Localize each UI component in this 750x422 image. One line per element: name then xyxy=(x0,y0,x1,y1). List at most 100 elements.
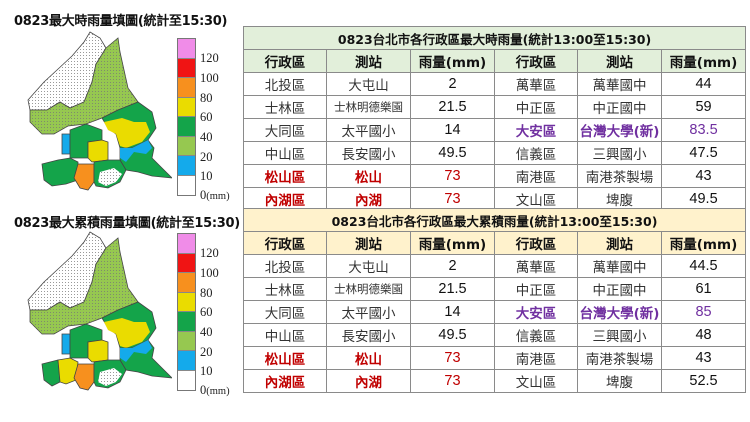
legend-tick: 120 xyxy=(200,51,219,65)
station-cell: 埤腹 xyxy=(577,187,662,211)
district-cell-highlight-max: 大安區 xyxy=(494,300,578,324)
district-cell: 南港區 xyxy=(494,346,578,370)
column-header-station: 測站 xyxy=(326,49,411,73)
legend-tick-zero: 0(mm) xyxy=(200,189,230,203)
rainfall-cell: 2 xyxy=(410,254,495,278)
table-row: 北投區 大屯山 2 萬華區 萬華國中 44 xyxy=(243,72,747,96)
rainfall-cell: 59 xyxy=(660,95,747,119)
rainfall-cell-highlight: 73 xyxy=(410,369,495,393)
legend-swatch-60 xyxy=(178,97,195,117)
legend-tick: 60 xyxy=(200,305,213,319)
legend-swatch-80 xyxy=(178,78,195,98)
rainfall-cell: 49.5 xyxy=(660,187,747,211)
legend-tick: 10 xyxy=(200,169,213,183)
district-cell: 大同區 xyxy=(243,300,327,324)
legend-tick-zero: 0(mm) xyxy=(200,384,230,398)
legend-tick: 20 xyxy=(200,150,213,164)
district-cell: 萬華區 xyxy=(494,72,578,96)
station-cell: 太平國小 xyxy=(326,118,411,142)
legend-swatch-20 xyxy=(178,331,195,351)
station-cell-highlight: 松山 xyxy=(326,346,411,370)
legend-tick: 80 xyxy=(200,91,213,105)
legend-swatch-20 xyxy=(178,136,195,156)
legend-unit: (mm) xyxy=(206,386,230,397)
table-row: 中山區 長安國小 49.5 信義區 三興國小 47.5 xyxy=(243,141,747,165)
table-row: 大同區 太平國小 14 大安區 台灣大學(新) 83.5 xyxy=(243,118,747,142)
station-cell: 三興國小 xyxy=(577,141,662,165)
rainfall-cell: 21.5 xyxy=(410,95,495,119)
district-cell: 信義區 xyxy=(494,141,578,165)
station-cell: 長安國小 xyxy=(326,323,411,347)
legend-swatch-10 xyxy=(178,351,195,371)
table-row: 松山區 松山 73 南港區 南港茶製場 43 xyxy=(243,346,747,370)
legend-tick-value: 0 xyxy=(200,188,207,202)
rainfall-cell: 14 xyxy=(410,118,495,142)
district-cell: 北投區 xyxy=(243,72,327,96)
district-cell-highlight: 內湖區 xyxy=(243,369,327,393)
table-row: 士林區 士林明德樂園 21.5 中正區 中正國中 61 xyxy=(243,277,747,301)
legend-swatch-40 xyxy=(178,117,195,137)
station-cell: 南港茶製場 xyxy=(577,164,662,188)
legend-color-bar xyxy=(177,38,196,196)
table-title: 0823台北市各行政區最大時雨量(統計13:00至15:30) xyxy=(242,26,747,50)
accumulated-map-legend: 120 100 80 60 40 20 10 0(mm) xyxy=(177,233,237,398)
district-cell-highlight: 松山區 xyxy=(243,346,327,370)
rainfall-cell: 49.5 xyxy=(410,141,495,165)
table-title: 0823台北市各行政區最大累積雨量(統計13:00至15:30) xyxy=(242,208,747,232)
legend-tick: 20 xyxy=(200,345,213,359)
district-cell: 中正區 xyxy=(494,95,578,119)
district-cell: 中山區 xyxy=(243,141,327,165)
column-header-rainfall: 雨量(mm) xyxy=(660,231,747,255)
legend-tick: 80 xyxy=(200,286,213,300)
legend-color-bar xyxy=(177,233,196,391)
legend-swatch-60 xyxy=(178,292,195,312)
accumulated-rainfall-map xyxy=(22,230,172,395)
hourly-map-title: 0823最大時雨量填圖(統計至15:30) xyxy=(14,14,228,29)
table-row: 北投區 大屯山 2 萬華區 萬華國中 44.5 xyxy=(243,254,747,278)
legend-tick-value: 0 xyxy=(200,383,207,397)
station-cell: 埤腹 xyxy=(577,369,662,393)
taipei-district-map xyxy=(27,231,172,391)
station-cell: 中正國中 xyxy=(577,95,662,119)
station-cell: 萬華國中 xyxy=(577,72,662,96)
legend-swatch-120plus xyxy=(178,39,195,59)
district-cell: 萬華區 xyxy=(494,254,578,278)
district-cell-highlight: 內湖區 xyxy=(243,187,327,211)
legend-tick: 60 xyxy=(200,110,213,124)
district-cell: 大同區 xyxy=(243,118,327,142)
taipei-district-map xyxy=(27,31,172,191)
legend-swatch-120plus xyxy=(178,234,195,254)
legend-swatch-0 xyxy=(178,370,195,390)
legend-tick: 40 xyxy=(200,325,213,339)
station-cell: 三興國小 xyxy=(577,323,662,347)
legend-swatch-100 xyxy=(178,253,195,273)
column-header-rainfall: 雨量(mm) xyxy=(410,231,495,255)
legend-swatch-100 xyxy=(178,58,195,78)
table-row: 內湖區 內湖 73 文山區 埤腹 49.5 xyxy=(243,187,747,211)
station-cell: 大屯山 xyxy=(326,72,411,96)
district-cell: 中山區 xyxy=(243,323,327,347)
legend-tick: 100 xyxy=(200,71,219,85)
column-header-district: 行政區 xyxy=(494,231,578,255)
legend-swatch-10 xyxy=(178,156,195,176)
legend-tick: 40 xyxy=(200,130,213,144)
column-header-rainfall: 雨量(mm) xyxy=(410,49,495,73)
column-header-station: 測站 xyxy=(577,49,662,73)
rainfall-cell: 2 xyxy=(410,72,495,96)
station-cell: 萬華國中 xyxy=(577,254,662,278)
station-cell: 士林明德樂園 xyxy=(326,95,411,119)
district-cell: 文山區 xyxy=(494,187,578,211)
rainfall-cell: 44 xyxy=(660,72,747,96)
rainfall-cell: 47.5 xyxy=(660,141,747,165)
table-row: 內湖區 內湖 73 文山區 埤腹 52.5 xyxy=(243,369,747,393)
district-cell: 士林區 xyxy=(243,277,327,301)
column-header-station: 測站 xyxy=(326,231,411,255)
hourly-rainfall-table: 0823台北市各行政區最大時雨量(統計13:00至15:30) 行政區 測站 雨… xyxy=(242,26,747,211)
column-header-district: 行政區 xyxy=(243,231,327,255)
station-cell: 南港茶製場 xyxy=(577,346,662,370)
legend-swatch-40 xyxy=(178,312,195,332)
station-cell: 太平國小 xyxy=(326,300,411,324)
rainfall-cell: 21.5 xyxy=(410,277,495,301)
rainfall-cell-highlight: 73 xyxy=(410,346,495,370)
district-cell-highlight: 松山區 xyxy=(243,164,327,188)
